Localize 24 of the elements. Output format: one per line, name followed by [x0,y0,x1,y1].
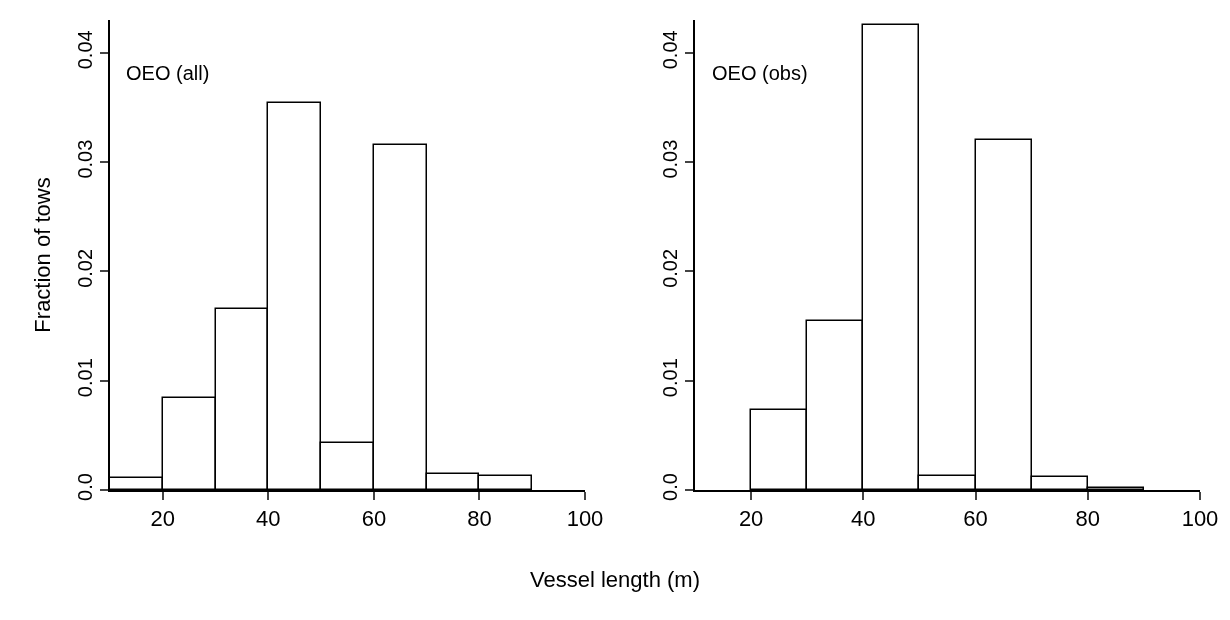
x-tick-label: 40 [851,506,876,532]
y-tick-label: 0.02 [74,248,97,288]
y-tick-label: 0.04 [659,30,682,70]
y-tick-label: 0.01 [74,358,97,398]
y-tick-label: 0.0 [659,473,682,501]
x-tick-label: 60 [963,506,988,532]
x-tick-label: 100 [1181,506,1219,532]
annotation: OEO (all) [126,62,210,84]
annotation: OEO (obs) [712,62,808,84]
y-tick-label: 0.04 [74,30,97,70]
x-axis-title: Vessel length (m) [529,566,701,594]
x-tick-label: 20 [150,506,176,532]
x-tick-label: 80 [467,506,492,532]
x-tick-label: 20 [738,506,764,532]
x-tick-label: 40 [256,506,281,532]
y-tick-label: 0.02 [659,248,682,288]
x-tick-label: 100 [566,506,604,532]
y-tick-label: 0.03 [74,139,97,179]
y-tick-label: 0.01 [659,358,682,398]
y-tick-label: 0.03 [659,139,682,179]
x-tick-label: 60 [361,506,387,532]
y-axis-title: Fraction of tows [29,177,55,333]
y-tick-label: 0.0 [74,473,97,501]
x-tick-label: 80 [1075,506,1101,532]
